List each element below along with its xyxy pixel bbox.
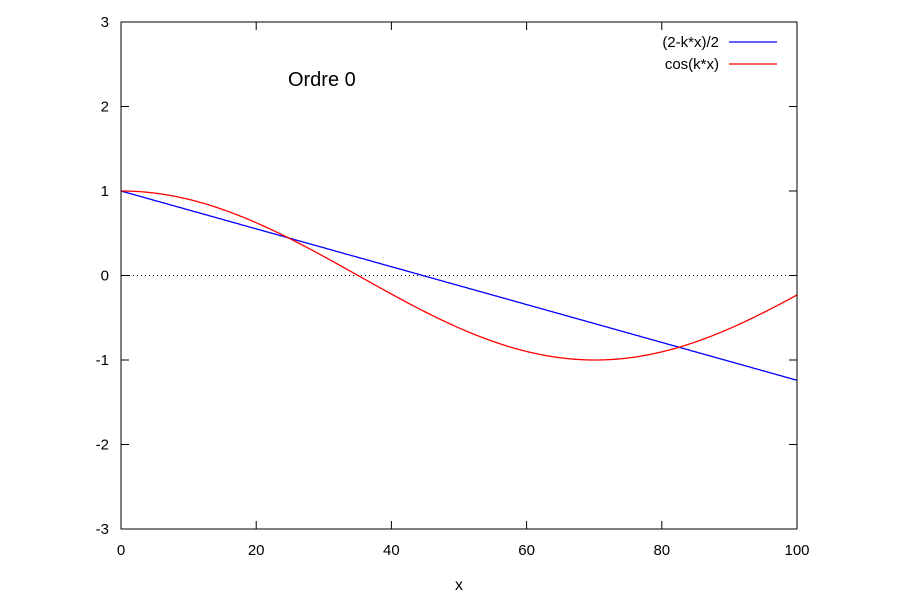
- x-tick-label: 40: [383, 542, 400, 559]
- y-tick-label: 1: [101, 183, 109, 200]
- y-tick-label: 3: [101, 14, 109, 31]
- x-tick-label: 20: [248, 542, 265, 559]
- series-line-1: [121, 190, 797, 381]
- y-tick-label: 0: [101, 268, 109, 285]
- y-tick-label: -2: [96, 437, 109, 454]
- x-tick-label: 60: [518, 542, 535, 559]
- y-tick-label: 2: [101, 99, 109, 116]
- x-tick-label: 100: [784, 542, 809, 559]
- legend-label: cos(k*x): [665, 56, 719, 73]
- ticks: 0 20 40 60 80 100 -3 -2 -1 0 1 2 3: [96, 14, 810, 559]
- y-tick-label: -1: [96, 352, 109, 369]
- x-axis-title: x: [455, 577, 463, 594]
- legend-label: (2-k*x)/2: [662, 34, 719, 51]
- y-tick-label: -3: [96, 521, 109, 538]
- series-line-2: [121, 190, 797, 361]
- series-group: [121, 190, 797, 381]
- x-tick-label: 0: [117, 542, 125, 559]
- x-tick-label: 80: [653, 542, 670, 559]
- plot-frame: [120, 21, 798, 530]
- legend: (2-k*x)/2 cos(k*x): [662, 34, 777, 73]
- chart-annotation: Ordre 0: [288, 69, 356, 91]
